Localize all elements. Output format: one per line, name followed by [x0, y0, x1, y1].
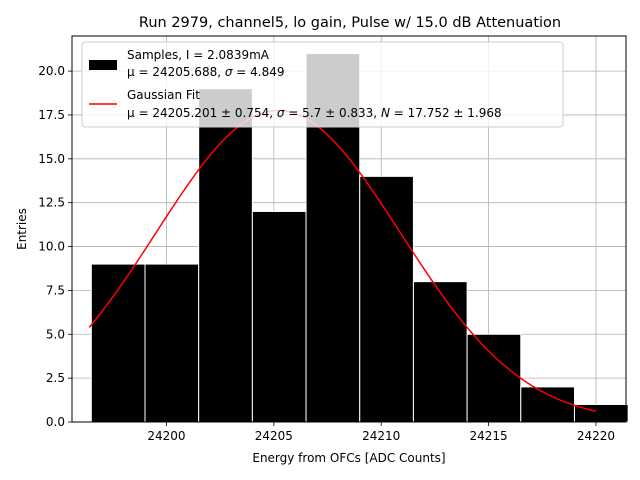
legend-fit-line2: μ = 24205.201 ± 0.754, σ = 5.7 ± 0.833, … [127, 106, 502, 120]
x-tick-label: 24215 [469, 429, 507, 443]
x-axis-label: Energy from OFCs [ADC Counts] [252, 451, 445, 465]
legend-box [81, 41, 564, 128]
histogram-bar [144, 263, 200, 423]
histogram-bar [198, 88, 253, 423]
y-axis-ticks: 0.0 2.5 5.0 7.5 10.0 12.5 15.0 17.5 20.0 [38, 64, 72, 429]
y-tick-label: 12.5 [38, 196, 65, 210]
y-tick-label: 15.0 [38, 152, 65, 166]
y-tick-label: 10.0 [38, 240, 65, 254]
x-axis-ticks: 24200 24205 24210 24215 24220 [147, 422, 615, 443]
y-tick-label: 5.0 [46, 327, 65, 341]
histogram-bar [520, 386, 575, 423]
legend-samples-line1: Samples, I = 2.0839mA [127, 48, 270, 62]
x-tick-label: 24220 [577, 429, 615, 443]
x-tick-label: 24200 [147, 429, 185, 443]
y-tick-label: 17.5 [38, 108, 65, 122]
y-axis-label: Entries [15, 208, 29, 250]
chart-title: Run 2979, channel5, lo gain, Pulse w/ 15… [139, 15, 561, 31]
histogram-bar [466, 333, 522, 423]
x-tick-label: 24205 [255, 429, 293, 443]
legend-fit-line1: Gaussian Fit [127, 88, 200, 102]
axes-frame [71, 35, 627, 423]
y-tick-label: 20.0 [38, 64, 65, 78]
legend-samples-line2: μ = 24205.688, σ = 4.849 [127, 65, 285, 79]
gaussian-fit [88, 109, 597, 413]
histogram-bar [90, 263, 146, 423]
legend-swatch-samples [89, 60, 117, 70]
x-tick-label: 24210 [362, 429, 400, 443]
y-tick-label: 2.5 [46, 371, 65, 385]
y-tick-label: 7.5 [46, 283, 65, 297]
y-tick-label: 0.0 [46, 415, 65, 429]
gaussian-fit-line [88, 109, 597, 413]
legend: Samples, I = 2.0839mA μ = 24205.688, σ = … [81, 41, 564, 128]
histogram-bar [412, 281, 468, 423]
histogram-bar [251, 210, 307, 423]
histogram-bar [359, 175, 414, 423]
